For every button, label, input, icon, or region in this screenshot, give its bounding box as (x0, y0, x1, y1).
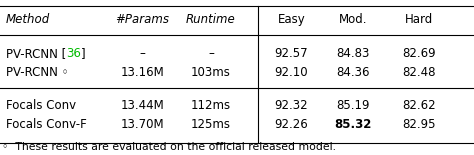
Text: Mod.: Mod. (339, 13, 367, 26)
Text: 13.44M: 13.44M (120, 99, 164, 112)
Text: 92.32: 92.32 (275, 99, 308, 112)
Text: 13.70M: 13.70M (120, 118, 164, 131)
Text: 103ms: 103ms (191, 66, 231, 79)
Text: 85.19: 85.19 (337, 99, 370, 112)
Text: –: – (208, 47, 214, 60)
Text: Focals Conv-F: Focals Conv-F (6, 118, 86, 131)
Text: Hard: Hard (405, 13, 434, 26)
Text: 82.48: 82.48 (403, 66, 436, 79)
Text: 125ms: 125ms (191, 118, 231, 131)
Text: 92.57: 92.57 (275, 47, 308, 60)
Text: Focals Conv: Focals Conv (6, 99, 76, 112)
Text: 36: 36 (66, 47, 81, 60)
Text: 85.32: 85.32 (335, 118, 372, 131)
Text: Runtime: Runtime (186, 13, 236, 26)
Text: Method: Method (6, 13, 50, 26)
Text: –: – (139, 47, 145, 60)
Text: PV-RCNN ◦: PV-RCNN ◦ (6, 66, 68, 79)
Text: ]: ] (81, 47, 85, 60)
Text: 82.62: 82.62 (403, 99, 436, 112)
Text: 82.95: 82.95 (403, 118, 436, 131)
Text: 112ms: 112ms (191, 99, 231, 112)
Text: #Params: #Params (115, 13, 169, 26)
Text: Easy: Easy (278, 13, 305, 26)
Text: 84.83: 84.83 (337, 47, 370, 60)
Text: 82.69: 82.69 (403, 47, 436, 60)
Text: 92.26: 92.26 (274, 118, 309, 131)
Text: 92.10: 92.10 (275, 66, 308, 79)
Text: 84.36: 84.36 (337, 66, 370, 79)
Text: PV-RCNN [: PV-RCNN [ (6, 47, 66, 60)
Text: 13.16M: 13.16M (120, 66, 164, 79)
Text: ◦  These results are evaluated on the official released model.: ◦ These results are evaluated on the off… (2, 142, 337, 152)
